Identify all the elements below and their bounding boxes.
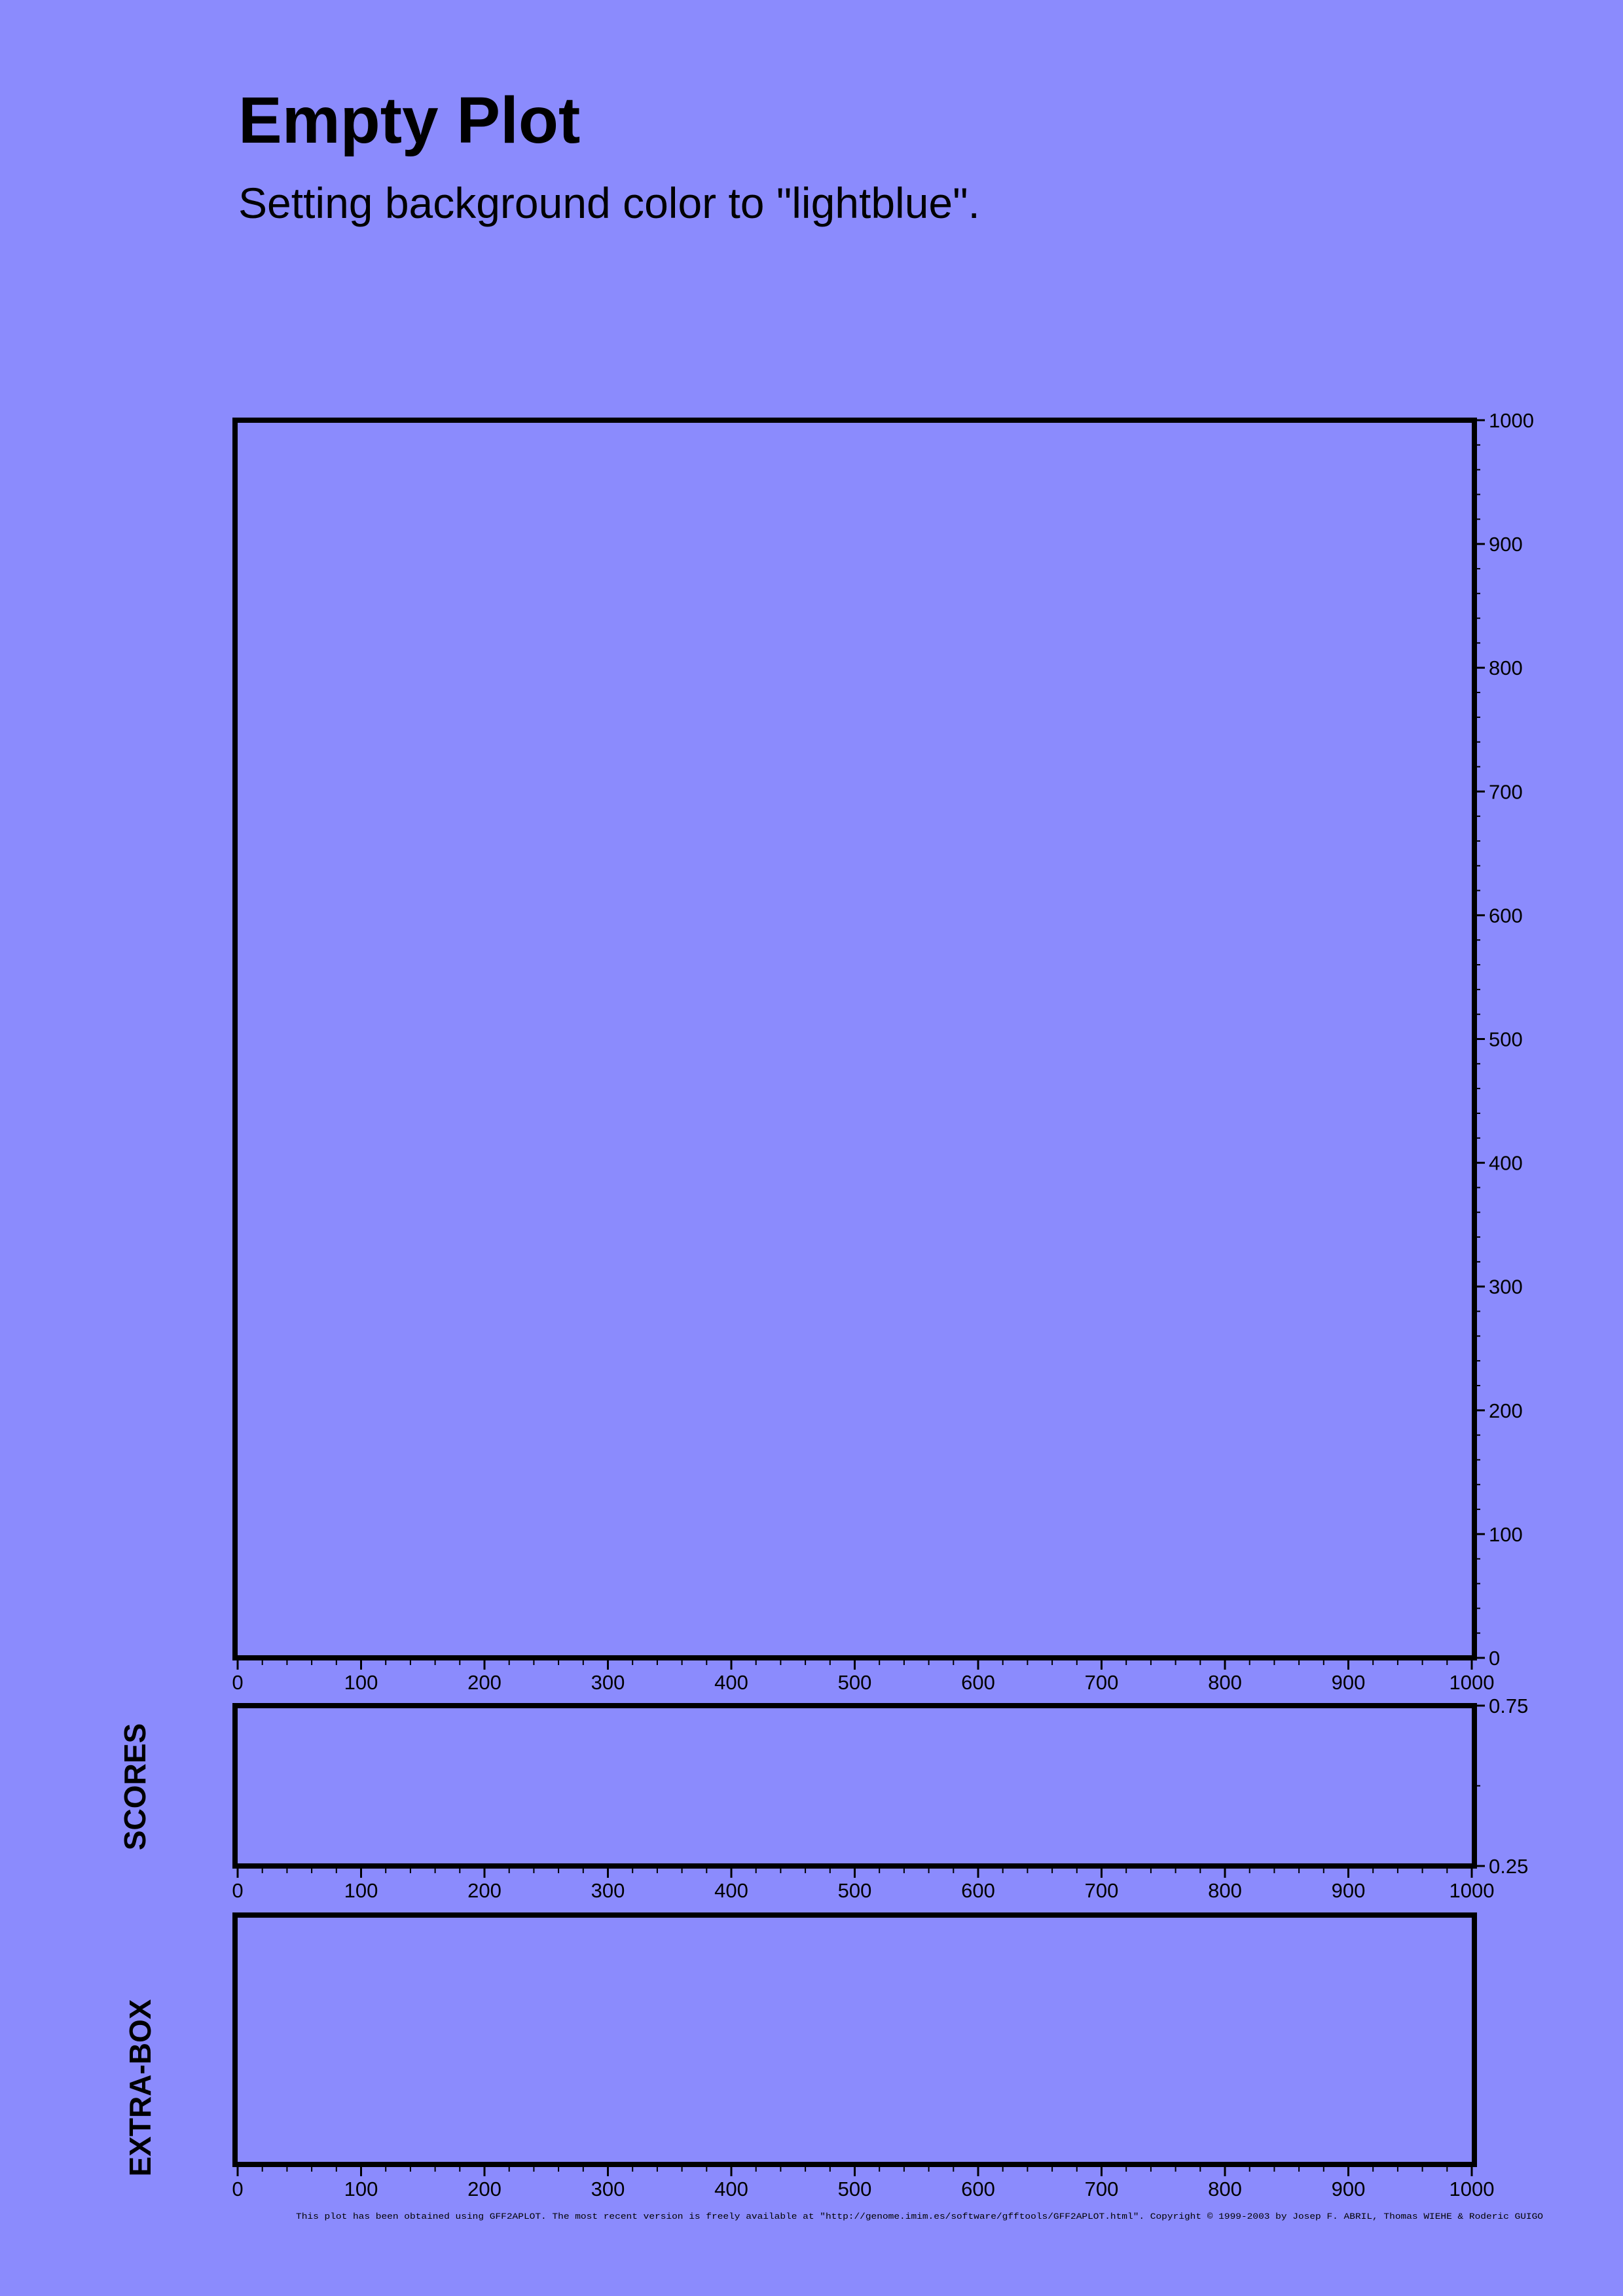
x-tick-label: 0 (232, 1879, 243, 1902)
extra-box-x-axis: 0 100 200 300 400 500 600 700 800 900 1000 (232, 2167, 1494, 2200)
scores-x-axis: 0 100 200 300 400 500 600 700 800 900 1000 (232, 1869, 1494, 1902)
x-tick-label: 900 (1332, 1671, 1366, 1694)
main-plot-x-axis: 0 100 200 300 400 500 600 700 800 900 1000 (232, 1660, 1494, 1694)
x-tick-label: 300 (591, 1671, 625, 1694)
x-tick-label: 800 (1208, 1879, 1242, 1902)
y-tick-label: 500 (1489, 1028, 1523, 1051)
x-tick-label: 200 (467, 1671, 501, 1694)
main-plot-panel: 0 100 200 300 400 500 600 700 800 900 1000 0 100 200… (232, 409, 1534, 1694)
x-tick-label: 600 (961, 1879, 995, 1902)
x-tick-label: 700 (1085, 2178, 1119, 2200)
x-tick-label: 500 (838, 2178, 872, 2200)
x-tick-label: 800 (1208, 1671, 1242, 1694)
scores-side-label: SCORES (118, 1723, 152, 1850)
x-tick-label: 900 (1332, 1879, 1366, 1902)
x-tick-label: 0 (232, 2178, 243, 2200)
copyright-footer: This plot has been obtained using GFF2AP… (296, 2212, 1543, 2221)
x-tick-label: 100 (344, 2178, 378, 2200)
x-tick-label: 100 (344, 1671, 378, 1694)
extra-box-side-label: EXTRA-BOX (123, 1999, 157, 2176)
extra-box-frame (232, 1912, 1477, 2167)
x-tick-label: 600 (961, 1671, 995, 1694)
y-tick-label: 800 (1489, 656, 1523, 679)
x-tick-label: 700 (1085, 1879, 1119, 1902)
y-tick-label: 200 (1489, 1399, 1523, 1422)
page-subtitle: Setting background color to "lightblue". (238, 179, 980, 227)
y-tick-label: 0.75 (1489, 1695, 1528, 1717)
y-tick-label: 900 (1489, 533, 1523, 556)
extra-box-panel: 0 100 200 300 400 500 600 700 800 900 1000 EXTRA-B… (123, 1912, 1494, 2200)
y-tick-label: 100 (1489, 1523, 1523, 1546)
y-tick-label: 600 (1489, 904, 1523, 927)
main-plot-frame (232, 418, 1477, 1660)
main-plot-y-axis: 0 100 200 300 400 500 600 700 800 900 1000 (1474, 409, 1534, 1670)
x-tick-label: 600 (961, 2178, 995, 2200)
x-tick-label: 500 (838, 1671, 872, 1694)
y-tick-label: 1000 (1489, 409, 1534, 432)
x-tick-label: 400 (714, 2178, 748, 2200)
scores-y-axis: 0.25 0.75 (1474, 1695, 1528, 1878)
y-tick-label: 700 (1489, 780, 1523, 803)
x-tick-label: 400 (714, 1671, 748, 1694)
x-tick-label: 900 (1332, 2178, 1366, 2200)
x-tick-label: 1000 (1450, 1879, 1495, 1902)
x-tick-label: 200 (467, 2178, 501, 2200)
y-tick-label: 0.25 (1489, 1855, 1528, 1878)
x-tick-label: 300 (591, 1879, 625, 1902)
x-tick-label: 100 (344, 1879, 378, 1902)
x-tick-label: 1000 (1450, 1671, 1495, 1694)
scores-frame (232, 1703, 1477, 1869)
x-tick-label: 300 (591, 2178, 625, 2200)
x-tick-label: 700 (1085, 1671, 1119, 1694)
x-tick-label: 0 (232, 1671, 243, 1694)
x-tick-label: 200 (467, 1879, 501, 1902)
y-tick-label: 300 (1489, 1276, 1523, 1299)
x-tick-label: 500 (838, 1879, 872, 1902)
x-tick-label: 1000 (1450, 2178, 1495, 2200)
y-tick-label: 400 (1489, 1152, 1523, 1175)
page-title: Empty Plot (238, 84, 580, 157)
scores-panel: 0 100 200 300 400 500 600 700 800 900 1000 0.25 0.7… (118, 1695, 1528, 1902)
y-tick-label: 0 (1489, 1647, 1500, 1670)
x-tick-label: 800 (1208, 2178, 1242, 2200)
x-tick-label: 400 (714, 1879, 748, 1902)
